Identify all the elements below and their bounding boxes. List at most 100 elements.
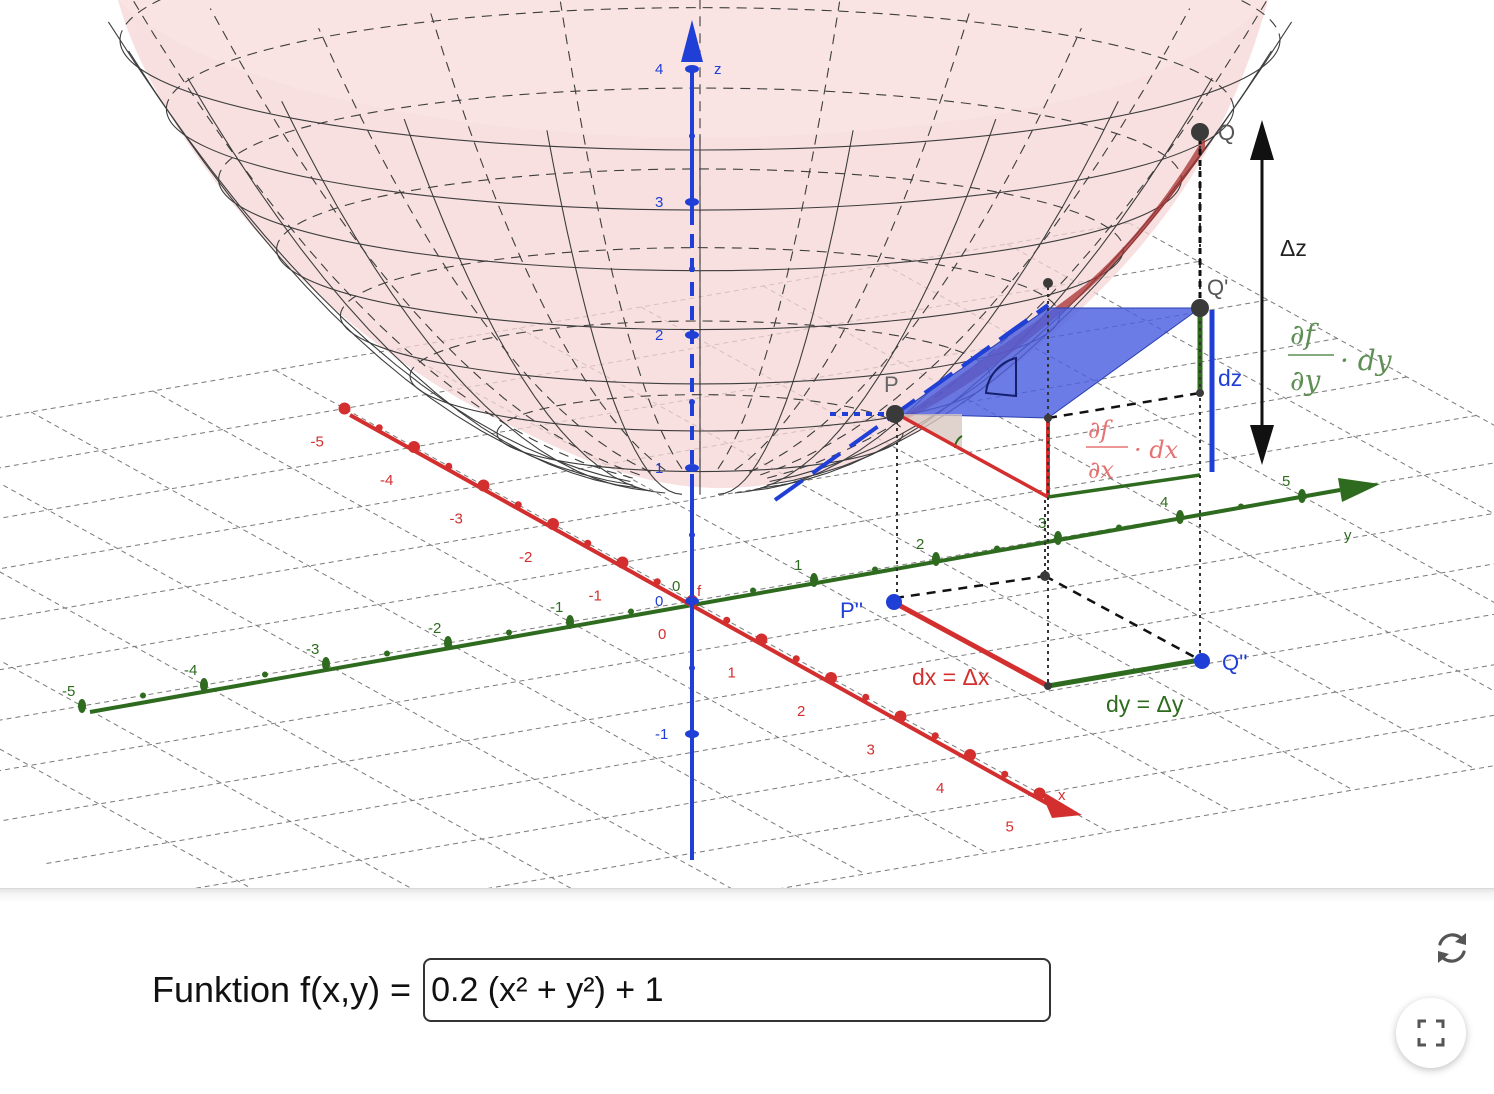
z-axis[interactable]: -1 0 1 2 3 4 z: [655, 20, 722, 860]
x-tick-mark: [547, 518, 559, 530]
y-tick-label: -4: [184, 662, 197, 679]
x-tick-label: -1: [589, 588, 602, 605]
y-minor-tick: [262, 671, 268, 678]
partial-x-denominator: ∂x: [1088, 456, 1114, 484]
dy-equals-delta-y-label: dy = Δy: [1106, 691, 1184, 717]
point-P[interactable]: P: [884, 372, 904, 423]
y-tick-mark: [1298, 489, 1306, 503]
x-tick-mark: [616, 556, 629, 569]
3d-graphics-view[interactable]: -5 -4 -3 -2 -1 0 1 2 3 4 5 y -5 -4 -3 -2 -1 0 1 2 3 4 5 x -1…: [0, 0, 1494, 888]
z-tick-label: 3: [655, 194, 663, 211]
ground-dx-segment: [893, 600, 1050, 689]
mesh-meridian: [546, 130, 683, 495]
refresh-icon: [1438, 933, 1466, 963]
z-axis-ticks: -1 0 1 2 3 4: [655, 61, 699, 743]
x-tick-label: -4: [380, 472, 393, 489]
grid-line-y: [780, 765, 1494, 888]
z-tick-label: -1: [655, 726, 668, 743]
z-tick-mark: [685, 198, 699, 206]
z-tick-mark: [685, 597, 699, 605]
z-tick-label: 1: [655, 460, 663, 477]
z-tick-label: 4: [655, 61, 663, 78]
x-tick-mark: [338, 402, 351, 415]
partial-y-numerator: ∂f: [1290, 318, 1319, 351]
y-minor-tick: [506, 629, 512, 636]
x-axis-label: x: [1058, 787, 1066, 804]
y-tick-label: 3: [1038, 515, 1046, 532]
ground-corner-marker: [1040, 571, 1050, 581]
y-tick-label: 1: [794, 557, 802, 574]
function-input[interactable]: [423, 958, 1052, 1022]
grid-line-y: [0, 563, 1494, 822]
y-tick-label: 4: [1160, 494, 1168, 511]
partial-x-term: ∂f ∂x · dx: [1086, 416, 1179, 484]
y-tick-mark: [444, 636, 452, 650]
y-tick-label: -1: [550, 599, 563, 616]
x-tick-label: -5: [311, 434, 324, 451]
grid-line-y: [0, 462, 1494, 721]
x-tick-mark: [825, 672, 837, 684]
point-Q-double-prime-label: Q'': [1222, 650, 1248, 675]
y-tick-label: -5: [62, 683, 75, 700]
partial-y-denominator: ∂y: [1290, 364, 1321, 397]
y-tick-mark: [200, 678, 208, 692]
point-P-double-prime[interactable]: P'': [840, 594, 902, 623]
function-surface[interactable]: [107, 0, 1293, 495]
point-Q[interactable]: Q: [1191, 120, 1235, 145]
delta-z-label: Δz: [1280, 235, 1307, 261]
function-name-label: f: [697, 583, 702, 600]
x-tick-mark: [408, 441, 420, 453]
mesh-meridian: [748, 27, 1082, 473]
x-axis[interactable]: -5 -4 -3 -2 -1 0 1 2 3 4 5 x: [311, 402, 1083, 836]
y-minor-tick: [1116, 524, 1122, 531]
y-tick-mark: [78, 699, 86, 713]
mesh-meridian: [717, 1, 841, 470]
x-minor-tick: [931, 732, 939, 740]
grid-line-x: [1128, 222, 1494, 426]
partial-y-factor: · dy: [1340, 344, 1393, 377]
point-Q-double-prime[interactable]: Q'': [1194, 650, 1248, 675]
z-tick-mark: [685, 464, 699, 472]
fullscreen-icon: [1417, 1019, 1445, 1047]
y-axis-label: y: [1344, 527, 1352, 544]
grid-line-y: [0, 512, 1494, 772]
z-tick-mark: [685, 331, 699, 339]
x-tick-label: -3: [450, 511, 463, 528]
partial-y-term: ∂f ∂y · dy: [1288, 318, 1393, 397]
point-Q-prime[interactable]: Q': [1191, 275, 1228, 317]
ground-dy-segment: [1047, 657, 1201, 689]
partial-x-numerator: ∂f: [1088, 416, 1113, 444]
x-tick-label: 2: [797, 703, 805, 720]
y-axis[interactable]: -5 -4 -3 -2 -1 0 1 2 3 4 5 y: [62, 473, 1380, 714]
function-input-label: Funktion f(x,y) =: [152, 969, 412, 1010]
x-minor-tick: [1001, 770, 1009, 778]
grid-line-y: [487, 714, 1494, 888]
3d-scene[interactable]: -5 -4 -3 -2 -1 0 1 2 3 4 5 y -5 -4 -3 -2 -1 0 1 2 3 4 5 x -1…: [0, 0, 1494, 888]
mesh-meridian: [403, 118, 666, 494]
x-minor-tick: [584, 539, 592, 547]
mesh-meridian: [717, 130, 854, 495]
z-minor-tick: [689, 399, 695, 405]
z-axis-label: z: [714, 61, 722, 78]
reset-button[interactable]: [1426, 922, 1478, 974]
point-Q-prime-label: Q': [1207, 275, 1228, 300]
y-tick-label: 0: [672, 578, 680, 595]
fullscreen-button[interactable]: [1396, 998, 1466, 1068]
mesh-meridian: [107, 21, 631, 483]
x-tick-mark: [964, 749, 976, 761]
y-tick-mark: [322, 657, 330, 671]
z-minor-tick: [689, 532, 695, 538]
tangent-line-x: [773, 303, 1050, 502]
x-tick-label: 4: [936, 780, 944, 797]
z-minor-tick: [689, 133, 695, 139]
x-tick-label: 0: [658, 626, 666, 643]
grid-line-x: [0, 660, 412, 888]
projection-lines: [896, 132, 1201, 686]
y-minor-tick: [750, 587, 756, 594]
mesh-meridian: [132, 0, 633, 479]
x-tick-label: -2: [519, 549, 532, 566]
mesh-ring-back: [165, 7, 1235, 109]
right-angle-marker: [984, 356, 1017, 398]
dashed-connector: [1047, 391, 1201, 420]
